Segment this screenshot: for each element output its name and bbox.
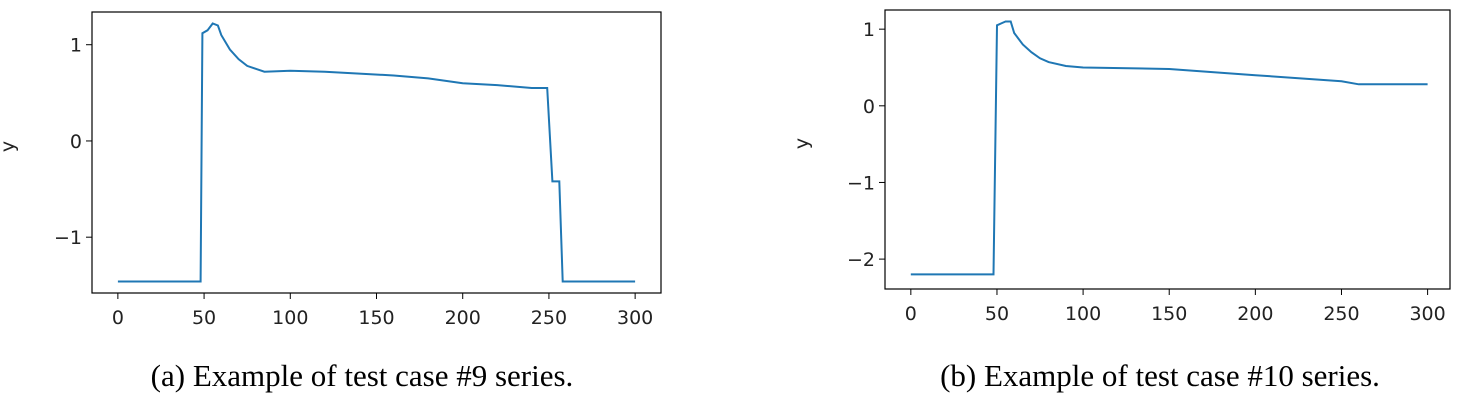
chart: 0 50 100 150 200 250 300 −2 −1 0 1 y (b) Example of … — [791, 9, 1451, 393]
y-tick-label: 1 — [863, 19, 875, 41]
x-tick-label: 0 — [905, 303, 917, 325]
x-tick-label: 250 — [531, 307, 567, 329]
y-axis-label: y — [791, 138, 813, 149]
caption: (a) Example of test case #9 series. — [151, 358, 574, 393]
y-tick-label: −2 — [847, 249, 875, 271]
y-tick-label: −1 — [54, 227, 82, 249]
x-tick-label: 250 — [1323, 303, 1359, 325]
y-tick-label: 1 — [70, 35, 82, 57]
x-tick-label: 50 — [192, 307, 216, 329]
chart: 0 50 100 150 200 250 300 −1 0 1 y (a) Example of te… — [0, 11, 662, 393]
x-tick-label: 100 — [1065, 303, 1101, 325]
y-tick-label: 0 — [863, 96, 875, 118]
x-tick-label: 300 — [617, 307, 653, 329]
x-tick-label: 300 — [1409, 303, 1445, 325]
x-tick-label: 200 — [445, 307, 481, 329]
y-axis-label: y — [0, 141, 19, 152]
caption: (b) Example of test case #10 series. — [940, 358, 1380, 393]
plot-frame — [884, 9, 1451, 290]
plot-frame — [91, 11, 662, 294]
y-tick-label: −1 — [847, 172, 875, 194]
x-tick-label: 150 — [358, 307, 394, 329]
line-series — [117, 22, 636, 283]
x-tick-label: 50 — [985, 303, 1009, 325]
x-tick-label: 200 — [1237, 303, 1273, 325]
y-tick-label: 0 — [70, 131, 82, 153]
line-series — [910, 20, 1428, 276]
x-tick-label: 0 — [112, 307, 124, 329]
x-tick-label: 100 — [272, 307, 308, 329]
x-tick-label: 150 — [1151, 303, 1187, 325]
